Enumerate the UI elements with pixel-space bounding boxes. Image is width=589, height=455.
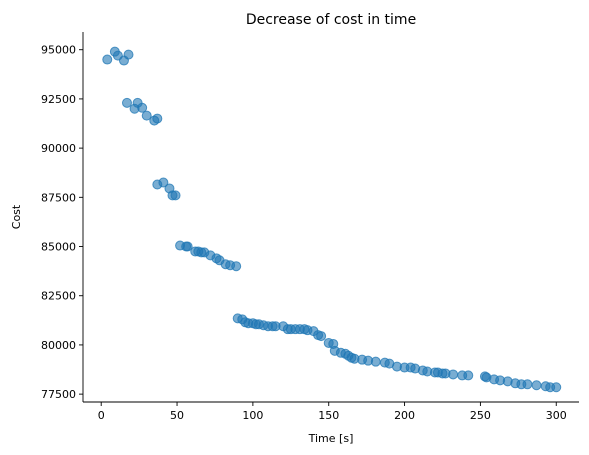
data-point xyxy=(531,380,542,391)
data-point xyxy=(121,97,132,108)
y-tick-label: 77500 xyxy=(41,388,76,401)
data-point xyxy=(370,356,381,367)
data-point xyxy=(463,370,474,381)
data-point xyxy=(158,177,169,188)
data-point xyxy=(170,190,181,201)
y-tick-label: 90000 xyxy=(41,142,76,155)
y-axis-label: Cost xyxy=(10,204,23,229)
data-point xyxy=(137,102,148,113)
y-tick-label: 92500 xyxy=(41,93,76,106)
x-tick-label: 0 xyxy=(98,409,105,422)
y-tick-label: 82500 xyxy=(41,290,76,303)
x-tick-label: 250 xyxy=(470,409,491,422)
x-tick-label: 150 xyxy=(318,409,339,422)
data-point xyxy=(102,54,113,65)
x-tick-label: 100 xyxy=(242,409,263,422)
chart-title: Decrease of cost in time xyxy=(246,12,416,28)
data-point xyxy=(551,382,562,393)
data-point xyxy=(141,110,152,121)
x-tick-label: 50 xyxy=(170,409,184,422)
y-tick-label: 80000 xyxy=(41,339,76,352)
data-points xyxy=(102,46,562,393)
y-tick-label: 95000 xyxy=(41,44,76,57)
x-axis-ticks: 0 50 100 150 200 250 300 xyxy=(98,402,567,422)
data-point xyxy=(231,261,242,272)
y-axis-ticks: 77500 80000 82500 85000 87500 90000 92500 95000 xyxy=(41,44,83,401)
y-tick-label: 85000 xyxy=(41,241,76,254)
x-tick-label: 300 xyxy=(546,409,567,422)
data-point xyxy=(522,379,533,390)
data-point xyxy=(448,369,459,380)
x-tick-label: 200 xyxy=(394,409,415,422)
data-point xyxy=(123,49,134,60)
data-point xyxy=(316,331,327,342)
x-axis-label: Time [s] xyxy=(308,432,354,445)
data-point xyxy=(182,241,193,252)
data-point xyxy=(152,113,163,124)
y-tick-label: 87500 xyxy=(41,191,76,204)
